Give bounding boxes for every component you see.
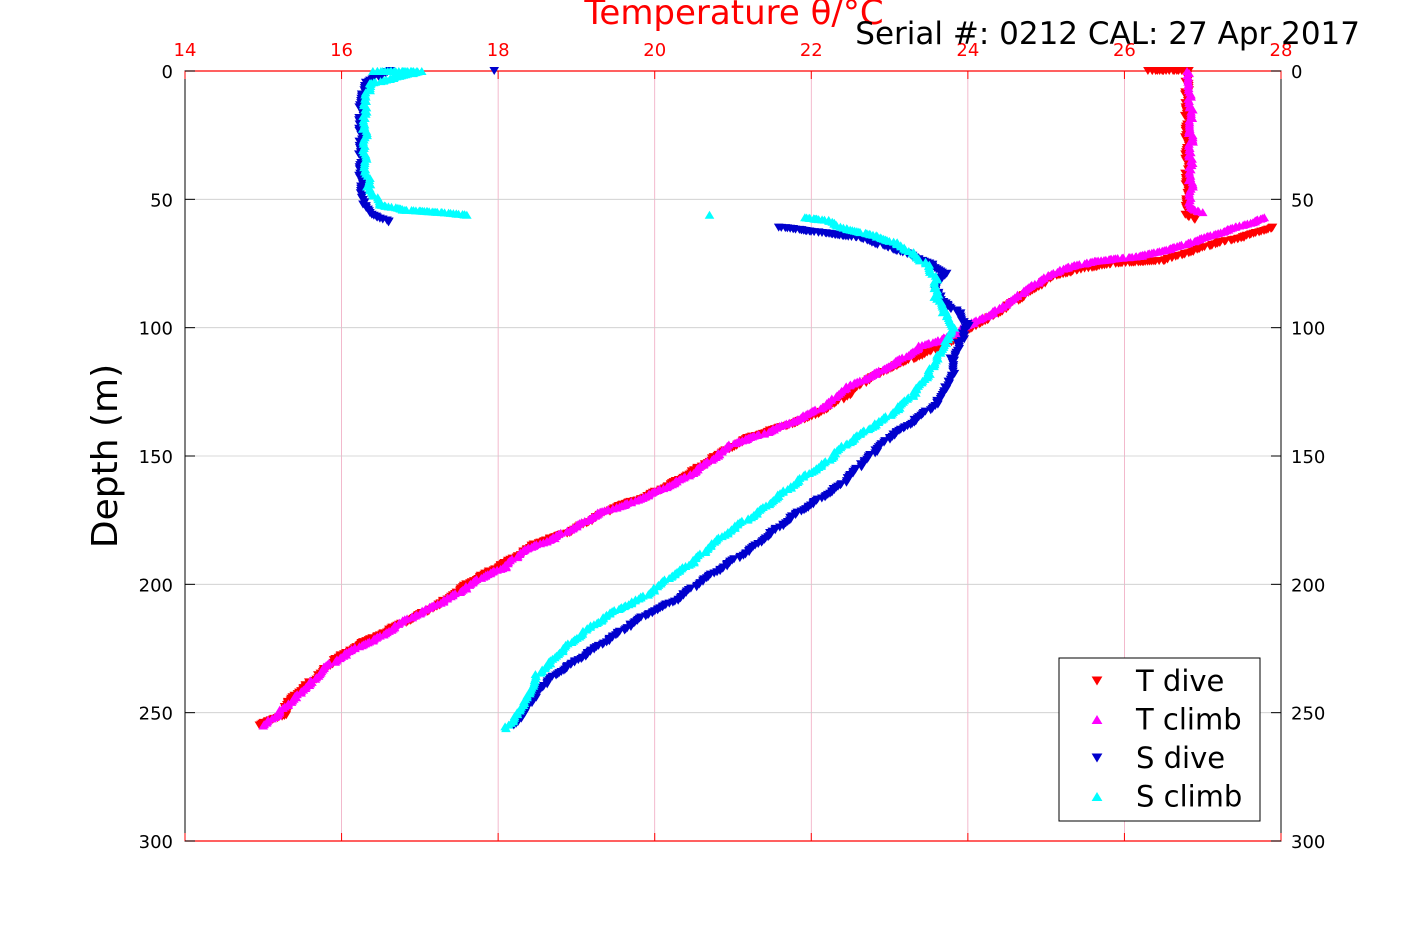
legend-marker <box>1091 753 1103 763</box>
data-point <box>561 527 572 536</box>
y-tick-label-left: 50 <box>150 190 173 211</box>
y-tick-label-right: 300 <box>1291 832 1325 853</box>
series-t-dive <box>254 67 1278 730</box>
legend-marker <box>1091 715 1103 724</box>
data-point <box>704 210 715 219</box>
y-axis-label: Depth (m) <box>85 364 126 548</box>
data-point <box>937 308 948 317</box>
series-s-dive <box>354 67 974 730</box>
data-point <box>536 668 546 677</box>
x-tick-label: 26 <box>1113 40 1136 61</box>
x-tick-label: 28 <box>1270 40 1293 61</box>
y-tick-label-right: 50 <box>1291 190 1314 211</box>
y-tick-label-left: 0 <box>162 62 173 83</box>
data-point <box>815 404 826 413</box>
chart-title: Temperature θ/°C <box>583 0 883 33</box>
x-tick-label: 18 <box>487 40 510 61</box>
y-tick-label-right: 150 <box>1291 447 1325 468</box>
data-point <box>512 553 523 562</box>
legend-label: T climb <box>1135 703 1242 737</box>
series-t-climb <box>258 67 1270 730</box>
legend-label: S dive <box>1136 741 1225 775</box>
legend-label: T dive <box>1135 664 1224 698</box>
data-point <box>1197 208 1208 217</box>
data-point <box>1190 215 1200 224</box>
y-tick-label-right: 0 <box>1291 62 1302 83</box>
data-point <box>945 354 956 363</box>
y-tick-label-left: 200 <box>139 575 173 596</box>
legend-marker <box>1091 792 1103 801</box>
data-point <box>729 439 740 448</box>
legend-label: S climb <box>1136 780 1242 814</box>
data-point <box>700 547 711 556</box>
data-point <box>914 256 925 265</box>
data-point <box>742 515 753 524</box>
y-tick-label-left: 100 <box>139 319 173 340</box>
legend-items: T dive T climb S dive S climb <box>1091 664 1242 814</box>
y-tick-label-left: 150 <box>139 447 173 468</box>
x-tick-label: 24 <box>956 40 979 61</box>
data-point <box>330 657 341 666</box>
legend-marker <box>1091 676 1103 686</box>
y-tick-label-left: 250 <box>139 704 173 725</box>
data-point <box>254 721 265 730</box>
data-point <box>462 210 472 219</box>
serial-label: Serial #: 0212 CAL: 27 Apr 2017 <box>855 16 1360 52</box>
data-point <box>383 218 394 227</box>
legend: T dive T climb S dive S climb <box>1058 657 1261 822</box>
y-tick-label-right: 100 <box>1291 319 1325 340</box>
y-tick-label-right: 250 <box>1291 704 1325 725</box>
x-tick-label: 20 <box>643 40 666 61</box>
series-s-climb <box>357 67 960 733</box>
data-points <box>254 67 1278 733</box>
data-point <box>886 410 896 419</box>
data-point <box>489 67 500 75</box>
x-tick-label: 22 <box>800 40 823 61</box>
y-tick-label-right: 200 <box>1291 575 1325 596</box>
data-point <box>258 721 269 730</box>
x-tick-label: 14 <box>174 40 197 61</box>
y-tick-label-left: 300 <box>139 832 173 853</box>
data-point <box>501 724 511 733</box>
x-tick-label: 16 <box>330 40 353 61</box>
legend-box <box>1058 657 1261 822</box>
